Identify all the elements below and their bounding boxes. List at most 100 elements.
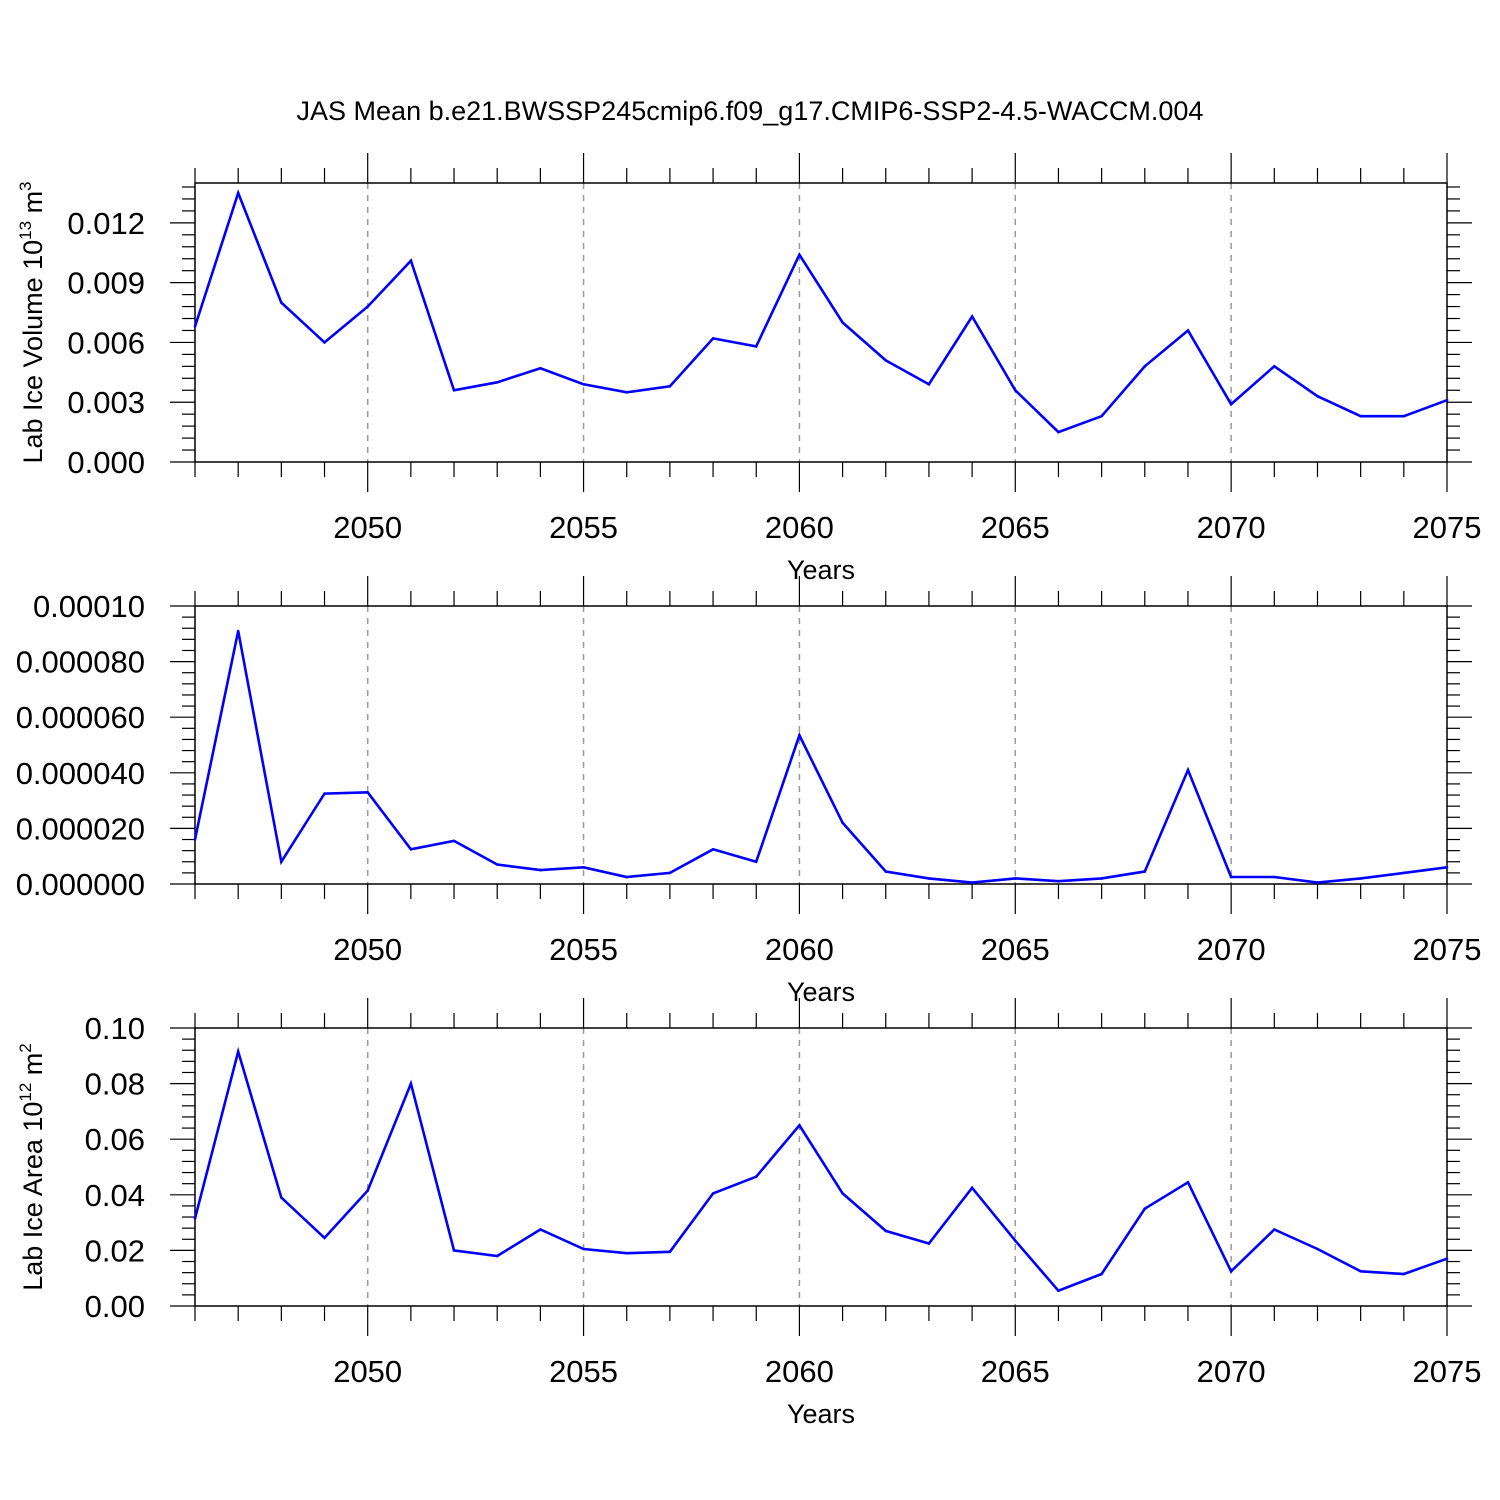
x-tick-label: 2070: [1197, 1354, 1266, 1389]
data-point: [1316, 394, 1319, 398]
data-point: [1229, 1269, 1233, 1273]
x-tick-label: 2050: [333, 1354, 402, 1389]
data-point: [927, 382, 931, 386]
data-point: [236, 1050, 240, 1053]
data-point: [1359, 414, 1362, 418]
y-tick-label: 0.06: [85, 1122, 145, 1157]
x-tick-label: 2055: [549, 1354, 618, 1389]
y-tick-label: 0.012: [67, 206, 145, 241]
data-point: [539, 367, 542, 370]
y-tick-label: 0.009: [67, 266, 145, 301]
data-point: [625, 390, 629, 394]
data-point: [754, 860, 758, 864]
plot-frame: [194, 1027, 1448, 1307]
data-point: [1359, 1269, 1362, 1273]
y-tick-label: 0.000060: [16, 700, 145, 735]
x-tick-label: 2075: [1413, 932, 1482, 967]
data-point: [1100, 877, 1103, 880]
data-point: [798, 733, 801, 737]
x-tick-label: 2060: [765, 510, 834, 545]
data-point: [236, 191, 240, 195]
data-point: [539, 868, 542, 872]
data-point: [668, 384, 672, 388]
data-point: [1359, 877, 1362, 880]
data-point: [582, 382, 585, 386]
data-point: [366, 305, 369, 308]
data-point: [323, 792, 326, 795]
data-point: [280, 301, 283, 304]
data-point: [970, 315, 974, 318]
data-point: [1013, 388, 1017, 392]
plot-frame: [194, 182, 1448, 463]
data-point: [1057, 430, 1060, 434]
data-point: [193, 838, 197, 841]
data-point: [366, 1189, 369, 1192]
data-point: [1100, 1272, 1103, 1276]
plot-frame: [194, 605, 1448, 885]
data-point: [711, 1192, 715, 1195]
data-point: [409, 259, 413, 263]
x-tick-label: 2060: [765, 932, 834, 967]
data-point: [841, 821, 844, 825]
data-point: [582, 1247, 585, 1251]
data-point: [711, 337, 715, 340]
data-point: [1273, 1228, 1276, 1231]
data-point: [1186, 1180, 1190, 1184]
data-point: [970, 881, 974, 884]
x-tick-label: 2055: [549, 510, 618, 545]
y-axis-label: Lab Ice Volume 1013 m3: [16, 181, 48, 463]
data-point: [625, 875, 629, 879]
data-point: [1186, 329, 1190, 332]
x-tick-label: 2075: [1413, 510, 1482, 545]
data-point: [927, 1242, 931, 1245]
panel-ice-middle: 0.000000 0.000020 0.000040 0.000060 0.000080…: [16, 576, 1482, 1007]
data-point: [1057, 879, 1060, 883]
y-tick-label: 0.000040: [16, 756, 145, 791]
panel-ice-volume: 0.000 0.003 0.006 0.009 0.012 2050 2055 2060 206…: [16, 153, 1481, 585]
x-tick-label: 2055: [549, 932, 618, 967]
data-point: [236, 629, 240, 633]
x-axis-label: Years: [787, 555, 855, 585]
y-tick-label: 0.02: [85, 1233, 145, 1268]
data-point: [193, 325, 197, 328]
series-line: [193, 189, 1448, 434]
y-tick-label: 0.000020: [16, 811, 145, 846]
y-tick-label: 0.000000: [16, 867, 145, 902]
data-point: [366, 790, 369, 794]
x-tick-label: 2060: [765, 1354, 834, 1389]
data-point: [970, 1186, 974, 1190]
data-point: [668, 871, 672, 875]
data-point: [409, 847, 413, 851]
data-point: [1100, 414, 1103, 418]
data-point: [711, 847, 715, 851]
x-tick-label: 2065: [981, 932, 1050, 967]
data-point: [884, 1229, 888, 1233]
series-line: [193, 630, 1448, 884]
data-point: [1057, 1289, 1060, 1293]
data-point: [927, 877, 931, 880]
data-point: [884, 870, 888, 873]
y-tick-label: 0.08: [85, 1067, 145, 1102]
y-tick-label: 0.04: [85, 1178, 145, 1213]
data-point: [841, 321, 844, 324]
data-point: [798, 1124, 801, 1127]
data-point: [452, 388, 456, 392]
y-tick-label: 0.10: [85, 1011, 145, 1046]
data-point: [754, 345, 758, 348]
data-point: [1402, 414, 1406, 418]
x-tick-label: 2050: [333, 510, 402, 545]
data-point: [280, 860, 283, 864]
data-point: [323, 1236, 326, 1240]
data-point: [582, 866, 585, 869]
data-point: [539, 1228, 542, 1231]
data-point: [1445, 398, 1449, 402]
data-point: [625, 1251, 629, 1255]
data-point: [323, 341, 326, 344]
panel-ice-area: 0.00 0.02 0.04 0.06 0.08 0.10 2050 2055 2060 2065…: [16, 998, 1481, 1429]
data-point: [495, 380, 499, 384]
chart-title: JAS Mean b.e21.BWSSP245cmip6.f09_g17.CMI…: [297, 96, 1204, 126]
data-point: [495, 1254, 499, 1258]
data-point: [1445, 1257, 1449, 1261]
data-point: [280, 1196, 283, 1199]
